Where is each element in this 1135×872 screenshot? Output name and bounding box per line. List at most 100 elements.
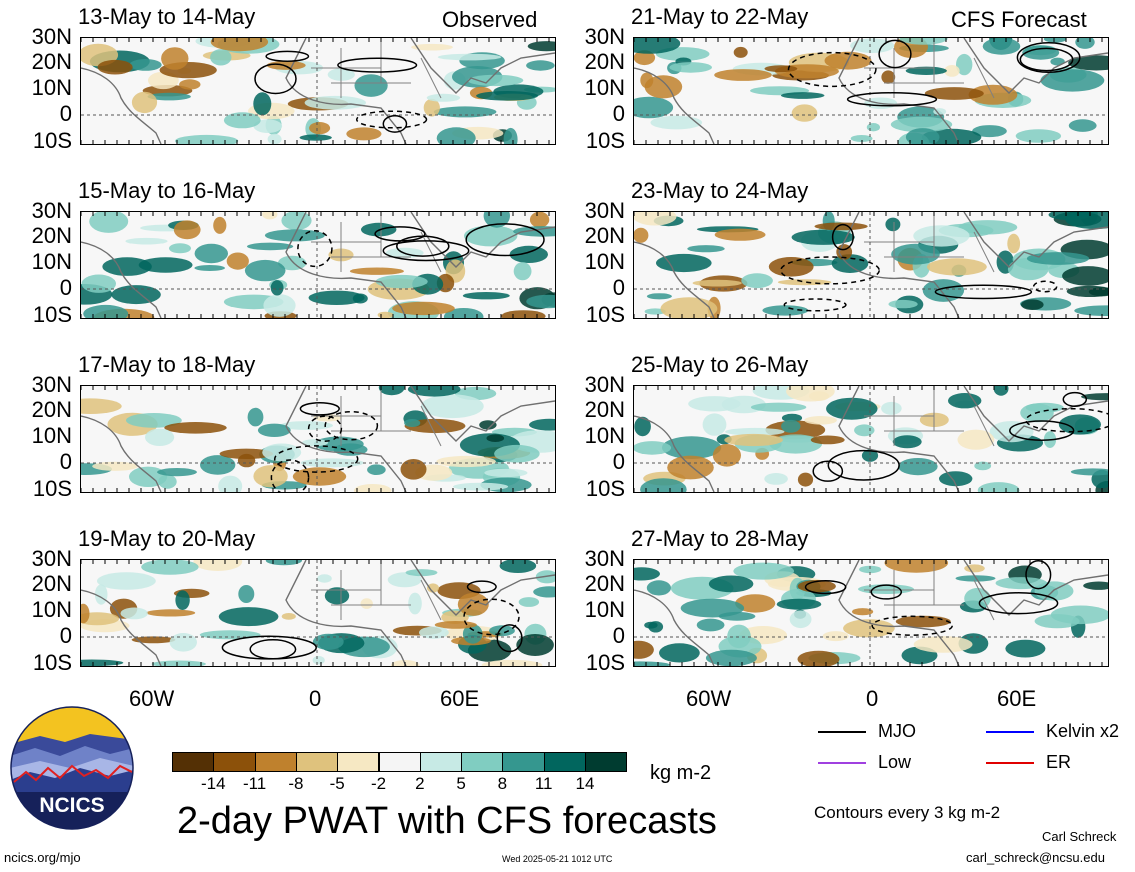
pwat-anomaly-blob [762,305,809,316]
pwat-anomaly-blob [437,53,502,61]
colorbar-cell [337,752,380,772]
pwat-anomaly-blob [696,618,725,632]
pwat-anomaly-blob [644,75,683,99]
pwat-anomaly-blob [781,419,801,433]
left-panel-0-ytick-1: 20N [31,49,72,74]
pwat-anomaly-blob [1005,639,1046,658]
pwat-anomaly-blob [1083,581,1108,590]
left-panel-1-ytick-3: 0 [59,275,72,300]
pwat-anomaly-blob [97,572,156,590]
pwat-anomaly-blob [387,572,422,588]
pwat-anomaly-blob [777,279,832,286]
pwat-anomaly-blob [147,92,191,101]
country-borders [311,38,442,99]
pwat-anomaly-blob [126,413,182,428]
pwat-anomaly-blob [302,439,329,447]
pwat-anomaly-blob [304,95,366,110]
x-tick-left-0: 0 [309,686,322,711]
right-panel-1-ytick-4: 10S [585,302,625,327]
pwat-anomaly-blob [1070,468,1108,476]
right-panel-2-map [633,385,1109,493]
left-panel-0-ytick-0: 30N [31,24,72,49]
pwat-anomaly-blob [408,592,422,615]
pwat-anomaly-blob [312,656,325,665]
left-panel-1-ytick-2: 10N [31,249,72,274]
legend-kelvin-label: Kelvin x2 [1046,721,1120,741]
right-panel-1-ytick-1: 20N [584,223,625,248]
forecast-header: CFS Forecast [951,7,1087,32]
mjo-contour [382,114,408,133]
pwat-anomaly-blob [161,47,189,70]
timestamp: Wed 2025-05-21 1012 UTC [502,854,613,864]
mjo-contour [783,298,847,312]
pwat-anomaly-blob [476,91,539,101]
pwat-anomaly-blob [92,461,138,471]
pwat-anomaly-blob [810,435,845,445]
country-borders [864,38,995,99]
pwat-anomaly-blob [309,122,331,135]
right-panel-3-ytick-0: 30N [584,546,625,571]
pwat-anomaly-blob [733,46,748,58]
pwat-anomaly-blob [145,428,175,446]
pwat-anomaly-blob [518,597,540,607]
pwat-anomaly-blob [956,53,973,76]
pwat-anomaly-blob [890,116,953,133]
pwat-anomaly-blob [680,598,745,618]
pwat-anomaly-blob [974,461,992,471]
pwat-anomaly-blob [714,228,766,241]
pwat-anomaly-blob [1007,233,1021,254]
pwat-anomaly-blob [392,301,455,316]
pwat-anomaly-blob [634,640,654,659]
pwat-anomaly-blob [861,449,879,462]
pwat-anomaly-blob [199,630,261,640]
left-panel-0-ytick-3: 0 [59,101,72,126]
pwat-anomaly-blob [659,643,700,663]
left-panel-3-ytick-3: 0 [59,623,72,648]
pwat-anomaly-blob [944,65,960,77]
country-borders [311,212,442,273]
pwat-anomaly-blob [1034,614,1080,629]
left-panel-3-map [80,559,556,667]
right-panel-1-map [633,211,1109,319]
left-panel-0-title: 13-May to 14-May [78,4,256,29]
pwat-anomaly-blob [780,92,825,99]
left-panel-2-map [80,385,556,493]
pwat-anomaly-blob [281,613,296,620]
pwat-anomaly-blob [667,455,714,480]
pwat-anomaly-blob [426,93,461,102]
right-panel-0-ytick-4: 10S [585,128,625,153]
pwat-anomaly-blob [169,243,191,254]
mjo-contour [787,51,877,88]
x-tick-left-60w: 60W [129,686,175,711]
pwat-anomaly-blob [692,279,742,287]
mjo-contour [221,635,317,660]
colorbar-cell [378,752,421,772]
pwat-anomaly-blob [218,607,279,627]
pwat-anomaly-blob [526,60,555,71]
pwat-anomaly-blob [436,127,476,144]
colorbar: -14 -11 -8 -5 -2 2 5 8 11 14 [172,752,628,797]
pwat-anomaly-blob [354,74,388,97]
coastline-americas [634,589,715,666]
colorbar-tick-label: 8 [497,774,508,793]
pwat-anomaly-blob [924,87,984,100]
website-link[interactable]: ncics.org/mjo [4,850,81,865]
pwat-anomaly-blob [467,74,524,87]
left-panel-0-ytick-2: 10N [31,75,72,100]
mjo-contour [337,57,418,73]
pwat-anomaly-blob [360,598,373,609]
pwat-anomaly-blob [353,484,392,492]
contour-note: Contours every 3 kg m-2 [814,803,1001,822]
pwat-anomaly-blob [891,243,940,265]
pwat-anomaly-blob [138,257,193,273]
pwat-anomaly-blob [922,279,965,302]
coastline-americas [81,67,162,144]
author: Carl Schreck [1042,829,1117,844]
x-tick-right-0: 0 [866,686,879,711]
mjo-contour [324,410,379,441]
pwat-anomaly-blob [913,636,973,653]
country-borders [864,212,995,273]
email[interactable]: carl_schreck@ncsu.edu [966,850,1105,865]
pwat-anomaly-blob [179,79,201,90]
pwat-anomaly-blob [822,631,849,642]
